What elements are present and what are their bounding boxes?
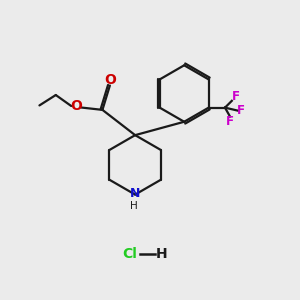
Text: F: F — [231, 90, 239, 103]
Text: H: H — [130, 201, 138, 211]
Text: N: N — [130, 187, 140, 200]
Text: Cl: Cl — [122, 247, 136, 261]
Text: F: F — [237, 104, 245, 117]
Text: O: O — [70, 99, 82, 113]
Text: O: O — [104, 73, 116, 87]
Text: F: F — [225, 115, 233, 128]
Text: H: H — [156, 247, 168, 261]
